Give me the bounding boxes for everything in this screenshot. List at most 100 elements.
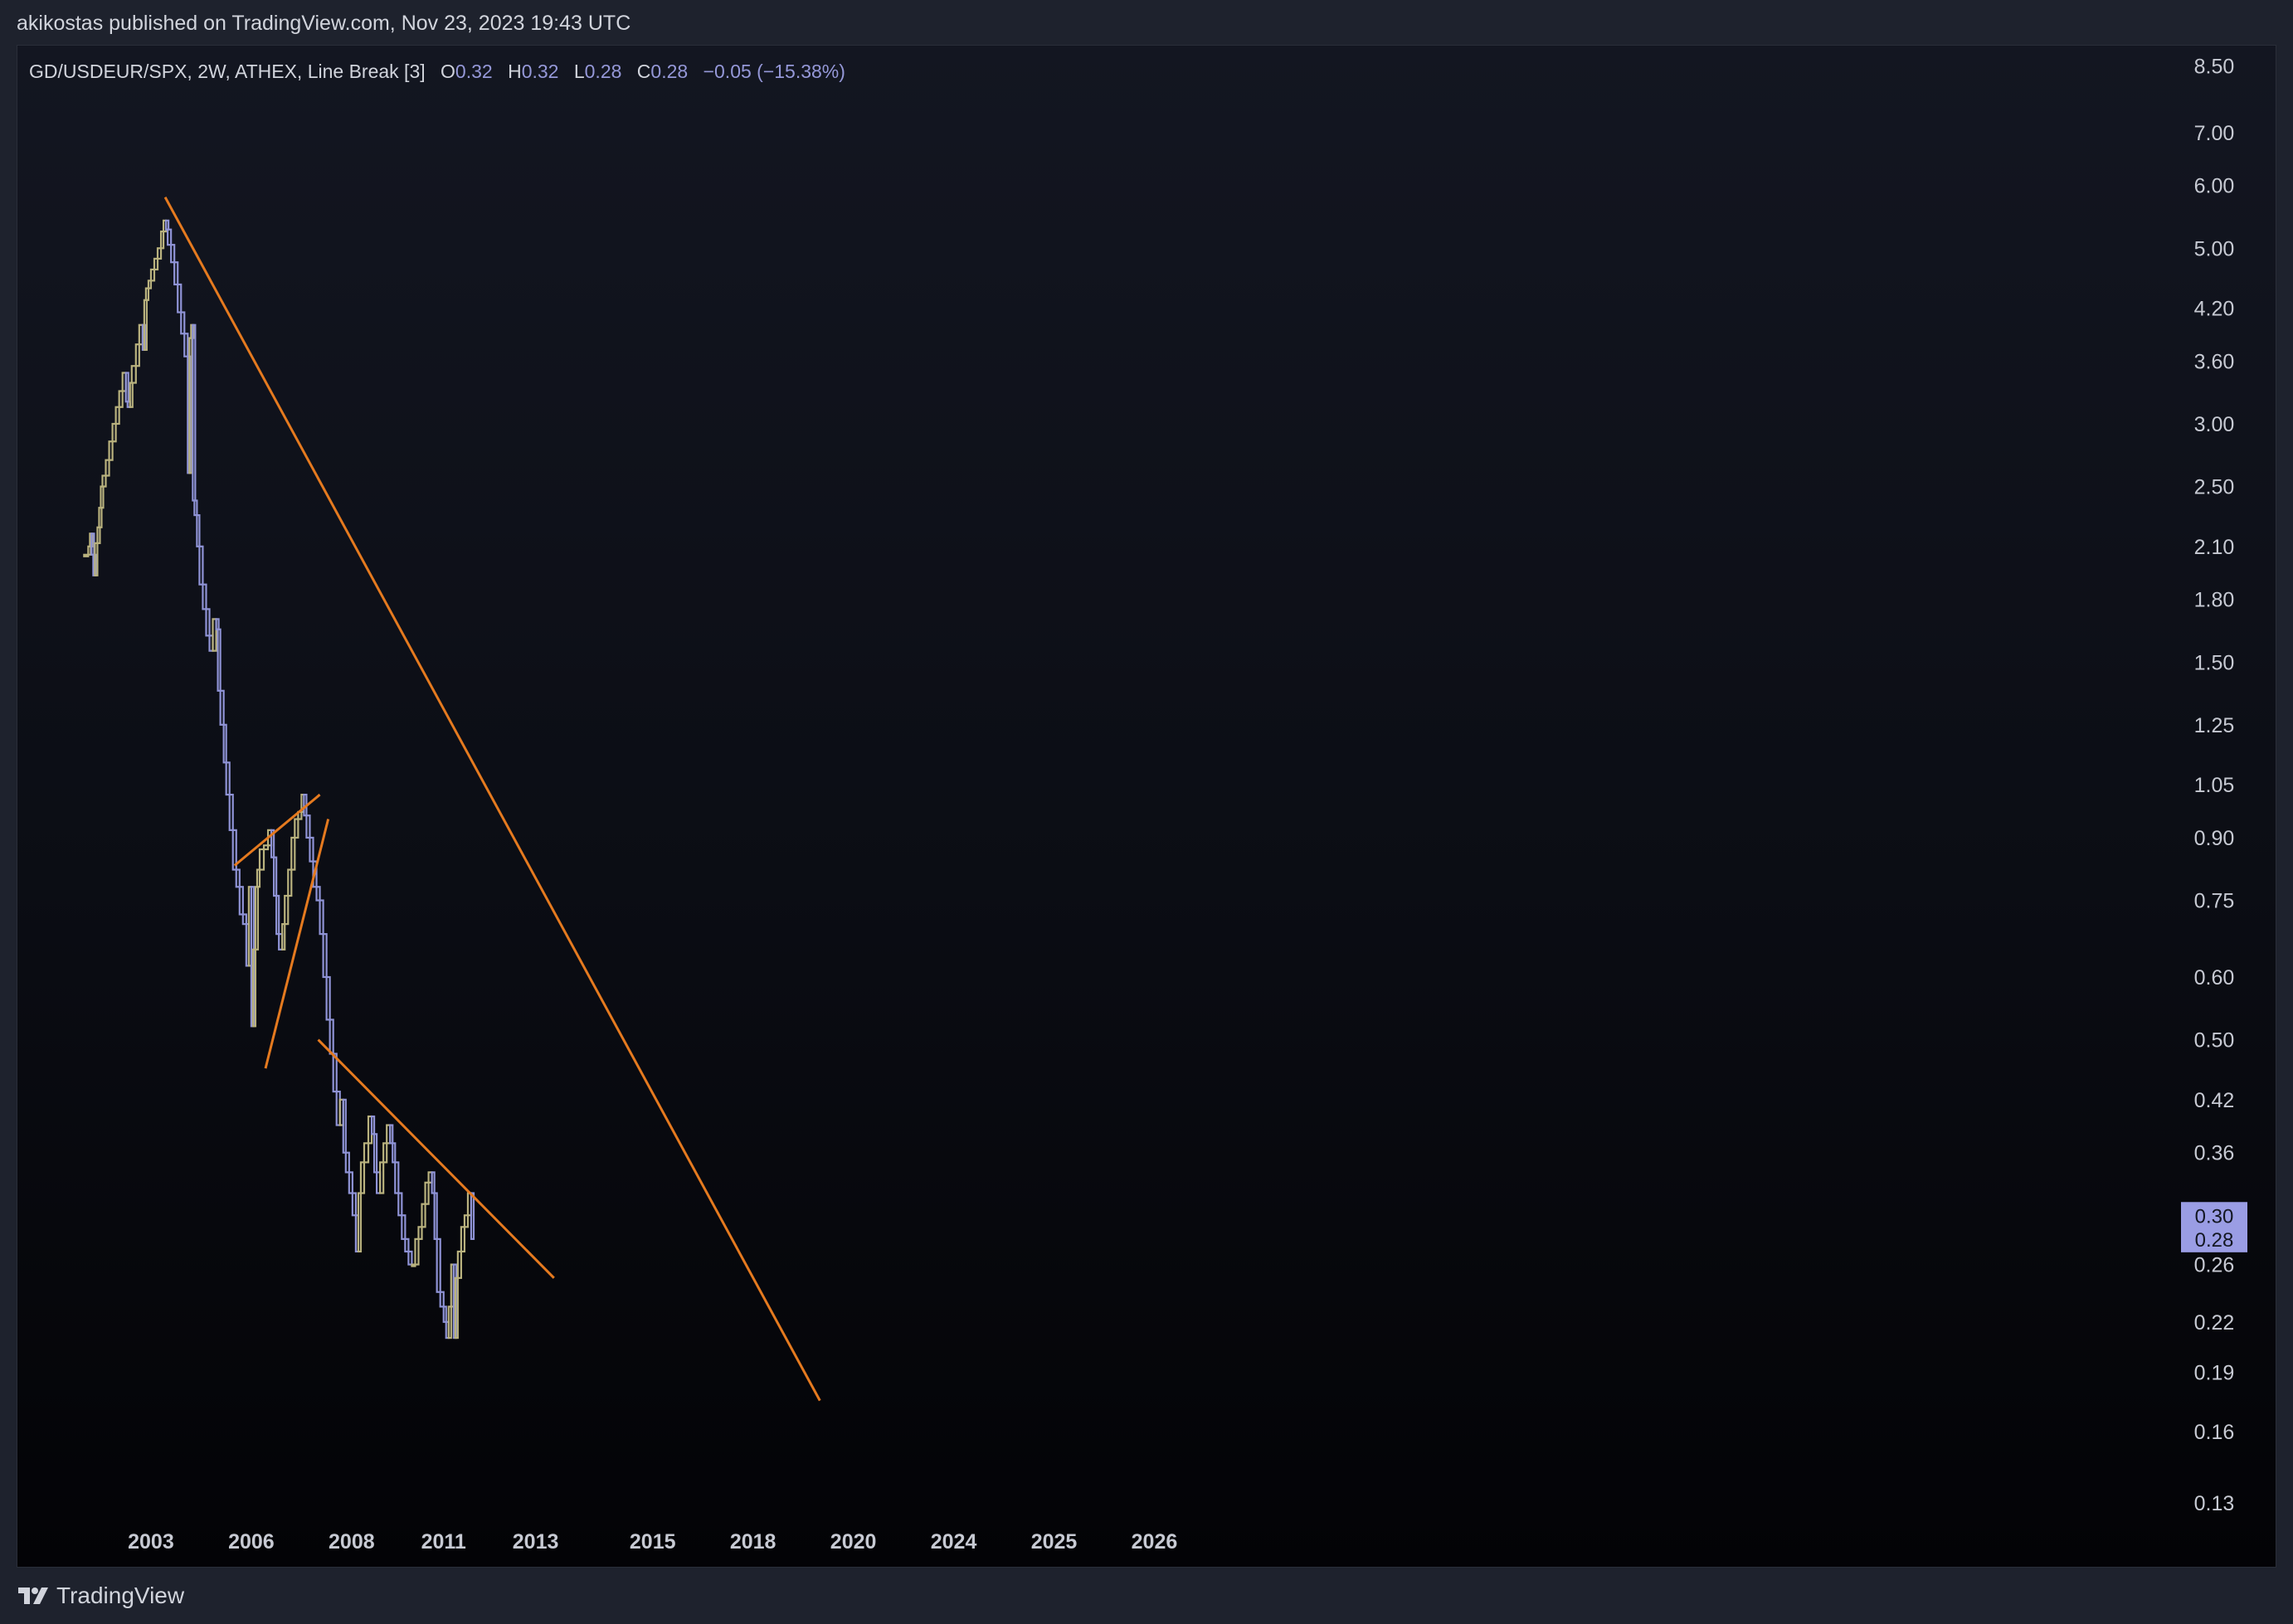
up-brick: [153, 257, 159, 271]
up-brick: [421, 1203, 426, 1228]
brand-name: TradingView: [56, 1583, 185, 1608]
y-tick-label: 6.00: [2194, 175, 2235, 198]
up-brick: [424, 1181, 430, 1205]
down-brick: [404, 1237, 410, 1253]
down-brick: [231, 829, 237, 871]
y-tick-label: 1.05: [2194, 774, 2235, 797]
x-tick-label: 2018: [730, 1530, 777, 1553]
up-brick: [284, 894, 290, 926]
down-brick: [241, 913, 247, 926]
up-brick: [100, 485, 105, 509]
legend-change: −0.05 (−15.38%): [703, 61, 845, 82]
y-tick-label: 7.00: [2194, 122, 2235, 145]
up-brick: [114, 406, 120, 425]
y-tick-label: 0.26: [2194, 1254, 2235, 1277]
down-brick: [222, 723, 227, 764]
down-brick: [228, 793, 234, 831]
down-brick: [273, 856, 278, 897]
up-brick: [417, 1226, 423, 1240]
up-brick: [287, 868, 293, 897]
down-brick: [325, 975, 331, 1021]
down-brick: [433, 1192, 438, 1240]
down-brick: [196, 514, 201, 547]
down-brick: [319, 899, 324, 936]
down-brick: [124, 372, 129, 403]
up-brick: [254, 886, 260, 951]
trendline[interactable]: [264, 819, 330, 1069]
tradingview-logo-icon: [18, 1588, 48, 1604]
up-brick: [256, 868, 261, 888]
up-brick: [294, 818, 299, 839]
down-brick: [238, 886, 244, 916]
x-tick-label: 2008: [329, 1530, 375, 1553]
legend-open-label: O: [441, 61, 455, 82]
legend-high-label: H: [508, 61, 522, 82]
trendline[interactable]: [163, 197, 821, 1402]
down-brick: [173, 261, 179, 286]
trendline[interactable]: [317, 1038, 555, 1279]
down-brick: [217, 628, 222, 692]
x-tick-label: 2026: [1132, 1530, 1178, 1553]
y-tick-label: 2.10: [2194, 536, 2235, 559]
up-brick: [98, 507, 103, 528]
down-brick: [370, 1115, 376, 1135]
up-brick: [149, 268, 156, 282]
y-tick-label: 1.25: [2194, 714, 2235, 737]
down-brick: [436, 1237, 441, 1293]
legend-high-value: 0.32: [521, 61, 559, 82]
down-brick: [351, 1192, 357, 1217]
y-tick-label: 2.50: [2194, 476, 2235, 499]
x-tick-label: 2024: [931, 1530, 977, 1553]
up-brick: [251, 948, 257, 1028]
down-brick: [309, 836, 314, 863]
up-brick: [105, 459, 110, 477]
down-brick: [397, 1192, 403, 1217]
down-brick: [167, 228, 173, 246]
up-brick: [363, 1142, 370, 1164]
down-brick: [198, 545, 204, 586]
price-chart[interactable]: 8.50 7.00 6.00 5.00 4.20 3.60 3.00 2.50 2.10 1.80…: [17, 46, 2276, 1567]
y-tick-label: 4.20: [2194, 298, 2235, 321]
down-brick: [348, 1171, 353, 1194]
down-brick: [202, 583, 207, 610]
down-brick: [344, 1151, 350, 1174]
up-brick: [456, 1250, 462, 1279]
publish-info: akikostas published on TradingView.com, …: [17, 12, 631, 35]
down-brick: [193, 499, 198, 517]
up-brick: [463, 1214, 470, 1228]
up-brick: [262, 844, 270, 851]
symbol-legend: GD/USDEUR/SPX, 2W, ATHEX, Line Break [3]…: [29, 61, 845, 83]
down-brick: [322, 933, 328, 979]
legend-low-value: 0.28: [584, 61, 622, 82]
x-tick-label: 2003: [128, 1530, 174, 1553]
down-brick: [329, 1019, 334, 1055]
y-tick-label: 0.16: [2194, 1421, 2235, 1444]
trendline[interactable]: [233, 793, 321, 867]
up-brick: [460, 1226, 466, 1253]
y-tick-label: 8.50: [2194, 55, 2235, 78]
legend-close-label: C: [636, 61, 651, 82]
y-tick-label: 3.00: [2194, 413, 2235, 436]
y-tick-label: 0.22: [2194, 1311, 2235, 1335]
down-brick: [205, 608, 211, 637]
price-badge-label: 0.28: [2195, 1229, 2234, 1252]
up-brick: [290, 836, 296, 871]
down-brick: [177, 283, 183, 314]
chart-pane[interactable]: 8.50 7.00 6.00 5.00 4.20 3.60 3.00 2.50 2.10 1.80…: [17, 45, 2276, 1568]
tradingview-brand[interactable]: TradingView: [17, 1583, 184, 1609]
x-tick-label: 2020: [830, 1530, 877, 1553]
y-tick-label: 0.42: [2194, 1089, 2235, 1112]
header-bar: akikostas published on TradingView.com, …: [0, 0, 2293, 45]
up-brick: [379, 1161, 385, 1194]
line-break-series: [83, 219, 475, 1340]
down-brick: [183, 333, 189, 357]
up-brick: [258, 848, 265, 871]
y-tick-label: 0.19: [2194, 1362, 2235, 1385]
up-brick: [129, 382, 134, 408]
y-tick-label: 0.36: [2194, 1142, 2235, 1165]
price-badge-label: 0.30: [2195, 1205, 2234, 1228]
down-brick: [372, 1133, 378, 1174]
up-brick: [101, 474, 107, 488]
price-badge: [2181, 1202, 2247, 1229]
down-brick: [431, 1171, 436, 1194]
